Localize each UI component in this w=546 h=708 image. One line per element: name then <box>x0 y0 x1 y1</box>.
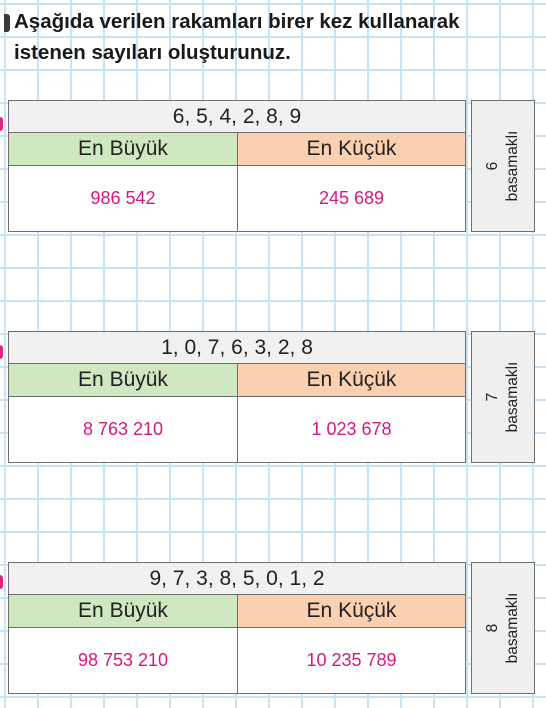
given-digits: 9, 7, 3, 8, 5, 0, 1, 2 <box>8 562 466 595</box>
smallest-header: En Küçük <box>237 594 466 628</box>
digit-count-label: 7 basamaklı <box>483 362 523 433</box>
smallest-header: En Küçük <box>237 132 466 166</box>
exercise-marker-1 <box>0 117 3 131</box>
digit-count-label: 8 basamaklı <box>483 593 523 664</box>
given-digits: 1, 0, 7, 6, 3, 2, 8 <box>8 331 466 364</box>
digit-count-number: 7 <box>484 392 501 402</box>
exercise-marker-3 <box>0 575 3 589</box>
digit-count-word: basamaklı <box>504 361 521 433</box>
smallest-header: En Küçük <box>237 363 466 397</box>
digit-count-label: 6 basamaklı <box>483 131 523 202</box>
digit-count-box: 8 basamaklı <box>471 562 535 694</box>
exercise-table-7-digit: 1, 0, 7, 6, 3, 2, 8 En Büyük En Küçük 8 … <box>8 331 536 463</box>
instruction-line-2: istenen sayıları oluşturunuz. <box>14 41 291 64</box>
digit-count-number: 6 <box>484 161 501 171</box>
exercise-table-8-digit: 9, 7, 3, 8, 5, 0, 1, 2 En Büyük En Küçük… <box>8 562 536 694</box>
given-digits: 6, 5, 4, 2, 8, 9 <box>8 100 466 133</box>
smallest-answer: 10 235 789 <box>237 627 466 694</box>
digit-count-number: 8 <box>484 623 501 633</box>
largest-header: En Büyük <box>8 594 238 628</box>
largest-answer: 986 542 <box>8 165 238 232</box>
exercise-table-6-digit: 6, 5, 4, 2, 8, 9 En Büyük En Küçük 986 5… <box>8 100 536 232</box>
digit-count-box: 7 basamaklı <box>471 331 535 463</box>
digit-count-word: basamaklı <box>504 130 521 202</box>
largest-answer: 8 763 210 <box>8 396 238 463</box>
smallest-answer: 245 689 <box>237 165 466 232</box>
digit-count-box: 6 basamaklı <box>471 100 535 232</box>
largest-header: En Büyük <box>8 132 238 166</box>
exercise-marker-2 <box>0 345 3 359</box>
instruction-line-1: Aşağıda verilen rakamları birer kez kull… <box>14 10 460 33</box>
digit-count-word: basamaklı <box>504 592 521 664</box>
smallest-answer: 1 023 678 <box>237 396 466 463</box>
question-number-marker <box>4 14 10 32</box>
instruction-text: Aşağıda verilen rakamları birer kez kull… <box>4 6 540 68</box>
largest-answer: 98 753 210 <box>8 627 238 694</box>
largest-header: En Büyük <box>8 363 238 397</box>
